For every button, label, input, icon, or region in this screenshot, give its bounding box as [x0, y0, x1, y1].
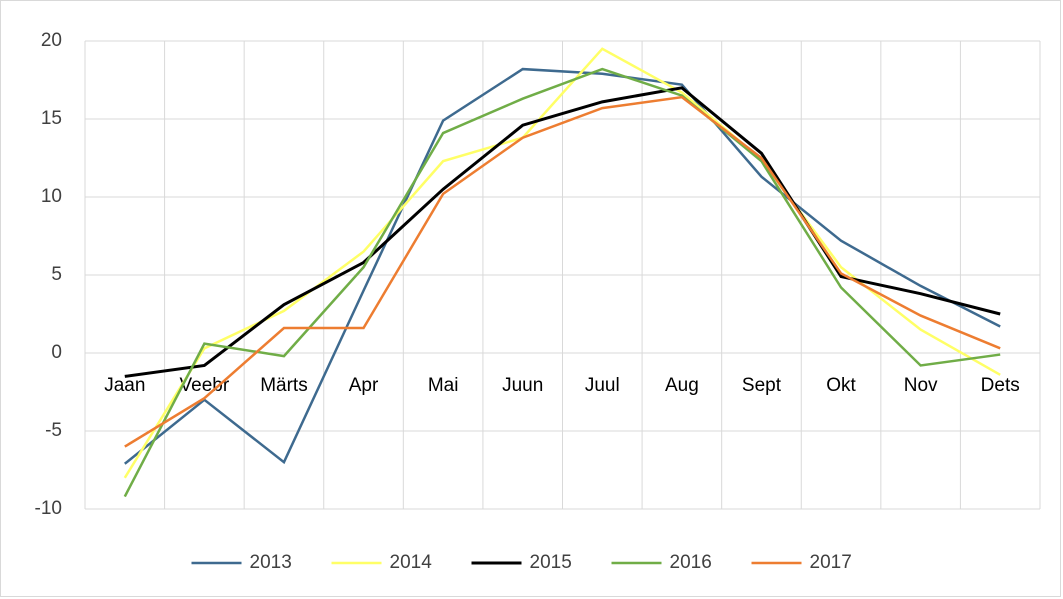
x-tick-label: Veebr — [180, 375, 230, 396]
x-tick-label: Märts — [260, 375, 308, 396]
y-tick-label: 10 — [41, 186, 62, 207]
x-tick-label: Dets — [981, 375, 1020, 396]
y-tick-label: 15 — [41, 108, 62, 129]
x-tick-label: Jaan — [104, 375, 145, 396]
x-tick-label: Apr — [349, 375, 379, 396]
x-tick-label: Okt — [826, 375, 856, 396]
y-tick-label: 0 — [51, 342, 62, 363]
y-tick-label: -10 — [35, 498, 62, 519]
x-tick-label: Aug — [665, 375, 699, 396]
series-line — [124, 95, 1001, 448]
y-tick-label: -5 — [45, 420, 62, 441]
legend-label: 2013 — [250, 552, 292, 573]
x-tick-label: Mai — [428, 375, 459, 396]
legend-label: 2014 — [390, 552, 433, 573]
x-tick-label: Juun — [502, 375, 543, 396]
series-line — [123, 67, 1001, 498]
legend-label: 2017 — [810, 552, 852, 573]
legend-label: 2016 — [670, 552, 712, 573]
x-tick-label: Juul — [585, 375, 620, 396]
y-tick-label: 5 — [51, 264, 62, 285]
series-line — [124, 67, 1001, 465]
x-tick-label: Nov — [904, 375, 938, 396]
legend-label: 2015 — [530, 552, 572, 573]
y-tick-label: 20 — [41, 30, 62, 51]
x-tick-label: Sept — [742, 375, 782, 396]
series-line — [123, 47, 1001, 479]
